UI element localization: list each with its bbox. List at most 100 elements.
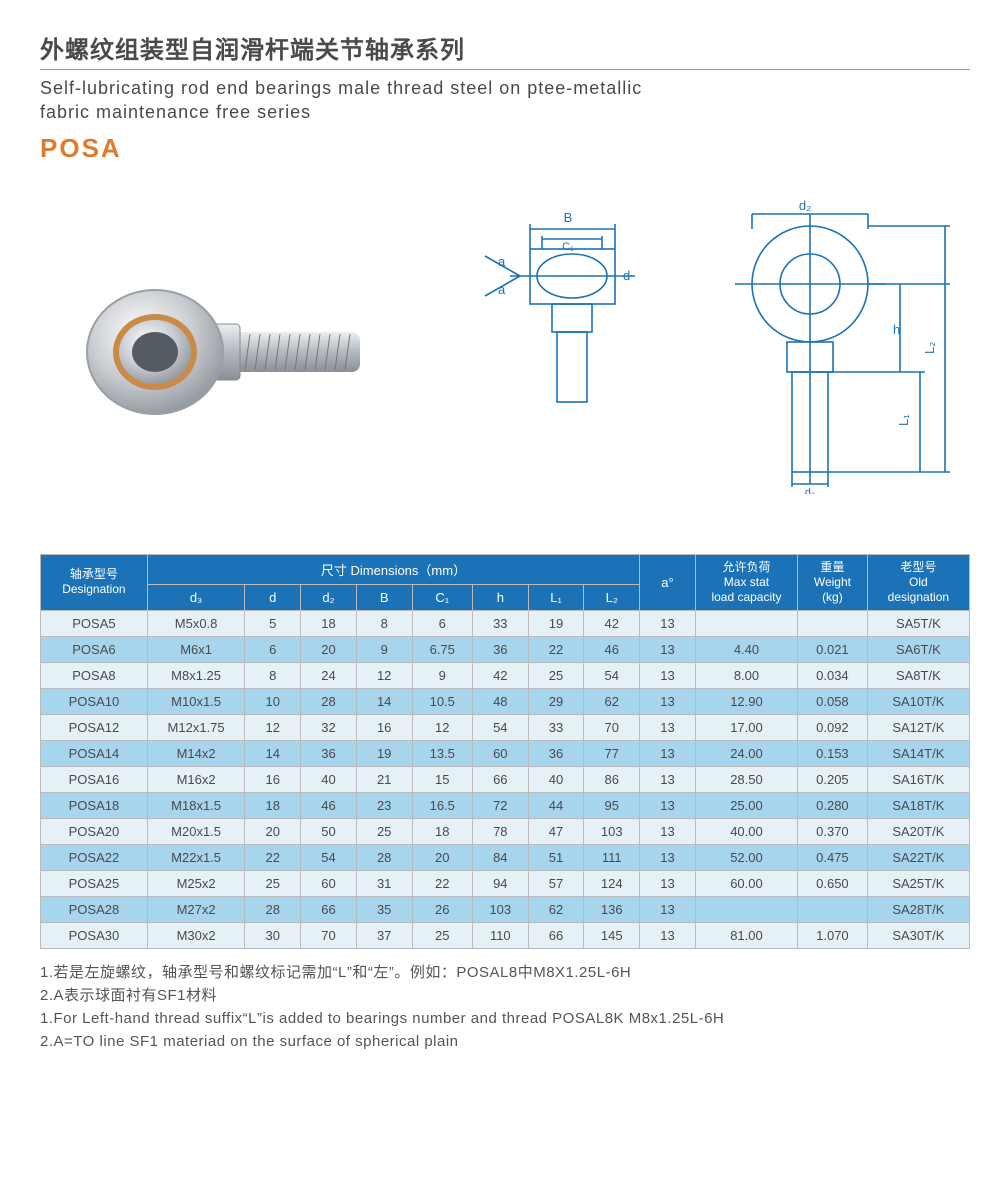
cell-old: SA28T/K bbox=[867, 896, 969, 922]
th-a: a° bbox=[640, 554, 696, 610]
cell-d2: 20 bbox=[301, 636, 357, 662]
cell-C1: 12 bbox=[412, 714, 472, 740]
th-d: d bbox=[245, 584, 301, 610]
th-weight-en: Weight bbox=[802, 575, 863, 590]
cell-d2: 54 bbox=[301, 844, 357, 870]
diagram-label-B: B bbox=[564, 210, 573, 225]
cell-C1: 6 bbox=[412, 610, 472, 636]
cell-old: SA14T/K bbox=[867, 740, 969, 766]
cell-a: 13 bbox=[640, 896, 696, 922]
cell-C1: 16.5 bbox=[412, 792, 472, 818]
diagram-label-d2: d₂ bbox=[799, 198, 811, 213]
cell-d2: 18 bbox=[301, 610, 357, 636]
cell-B: 23 bbox=[356, 792, 412, 818]
cell-B: 25 bbox=[356, 818, 412, 844]
cell-a: 13 bbox=[640, 714, 696, 740]
cell-L1: 51 bbox=[528, 844, 584, 870]
th-d2: d₂ bbox=[301, 584, 357, 610]
cell-L2: 62 bbox=[584, 688, 640, 714]
cell-d3: M30x2 bbox=[147, 922, 245, 948]
cell-d2: 28 bbox=[301, 688, 357, 714]
cell-weight bbox=[798, 896, 868, 922]
cell-weight: 0.205 bbox=[798, 766, 868, 792]
dimensions-table: 轴承型号 Designation 尺寸 Dimensions（mm） a° 允许… bbox=[40, 554, 970, 949]
cell-C1: 20 bbox=[412, 844, 472, 870]
cell-L2: 54 bbox=[584, 662, 640, 688]
cell-designation: POSA22 bbox=[41, 844, 148, 870]
table-body: POSA5M5x0.85188633194213SA5T/KPOSA6M6x16… bbox=[41, 610, 970, 948]
cell-maxstat: 28.50 bbox=[695, 766, 797, 792]
cell-weight: 0.280 bbox=[798, 792, 868, 818]
cell-maxstat: 24.00 bbox=[695, 740, 797, 766]
diagram-label-L2: L₂ bbox=[922, 341, 937, 353]
cell-d3: M14x2 bbox=[147, 740, 245, 766]
cell-d3: M12x1.75 bbox=[147, 714, 245, 740]
cell-a: 13 bbox=[640, 818, 696, 844]
th-maxstat-cn: 允许负荷 bbox=[700, 560, 793, 575]
cell-d3: M25x2 bbox=[147, 870, 245, 896]
title-en-line2: fabric maintenance free series bbox=[40, 102, 311, 122]
cell-d3: M5x0.8 bbox=[147, 610, 245, 636]
diagram-label-a2: a bbox=[498, 282, 506, 297]
diagram-label-C1: C₁ bbox=[562, 241, 574, 253]
cell-B: 28 bbox=[356, 844, 412, 870]
cell-C1: 6.75 bbox=[412, 636, 472, 662]
cell-maxstat: 52.00 bbox=[695, 844, 797, 870]
cell-d3: M6x1 bbox=[147, 636, 245, 662]
cell-designation: POSA6 bbox=[41, 636, 148, 662]
cell-h: 78 bbox=[472, 818, 528, 844]
cell-L1: 33 bbox=[528, 714, 584, 740]
cell-designation: POSA12 bbox=[41, 714, 148, 740]
cell-d2: 40 bbox=[301, 766, 357, 792]
cell-d3: M10x1.5 bbox=[147, 688, 245, 714]
cell-designation: POSA14 bbox=[41, 740, 148, 766]
table-row: POSA6M6x162096.75362246134.400.021SA6T/K bbox=[41, 636, 970, 662]
cell-d: 28 bbox=[245, 896, 301, 922]
cell-designation: POSA16 bbox=[41, 766, 148, 792]
cell-old: SA8T/K bbox=[867, 662, 969, 688]
cell-d2: 32 bbox=[301, 714, 357, 740]
cell-d2: 46 bbox=[301, 792, 357, 818]
cell-h: 33 bbox=[472, 610, 528, 636]
cell-old: SA30T/K bbox=[867, 922, 969, 948]
cell-weight: 0.153 bbox=[798, 740, 868, 766]
cell-a: 13 bbox=[640, 610, 696, 636]
th-d3: d₃ bbox=[147, 584, 245, 610]
cell-a: 13 bbox=[640, 870, 696, 896]
cell-h: 94 bbox=[472, 870, 528, 896]
cell-a: 13 bbox=[640, 844, 696, 870]
cell-L2: 145 bbox=[584, 922, 640, 948]
cell-weight: 0.475 bbox=[798, 844, 868, 870]
cell-B: 31 bbox=[356, 870, 412, 896]
cell-designation: POSA5 bbox=[41, 610, 148, 636]
diagram-label-a1: a bbox=[498, 254, 506, 269]
cell-L1: 40 bbox=[528, 766, 584, 792]
cell-d2: 50 bbox=[301, 818, 357, 844]
title-divider bbox=[40, 69, 970, 70]
table-row: POSA12M12x1.75123216125433701317.000.092… bbox=[41, 714, 970, 740]
cell-h: 110 bbox=[472, 922, 528, 948]
note-cn1: 1.若是左旋螺纹，轴承型号和螺纹标记需加“L”和“左”。例如：POSAL8中M8… bbox=[40, 961, 970, 984]
cell-designation: POSA30 bbox=[41, 922, 148, 948]
cell-B: 19 bbox=[356, 740, 412, 766]
table-row: POSA30M30x230703725110661451381.001.070S… bbox=[41, 922, 970, 948]
th-L1: L₁ bbox=[528, 584, 584, 610]
cell-L1: 44 bbox=[528, 792, 584, 818]
cell-old: SA16T/K bbox=[867, 766, 969, 792]
cell-maxstat: 4.40 bbox=[695, 636, 797, 662]
cell-L1: 29 bbox=[528, 688, 584, 714]
table-row: POSA18M18x1.518462316.57244951325.000.28… bbox=[41, 792, 970, 818]
title-en-line1: Self-lubricating rod end bearings male t… bbox=[40, 78, 642, 98]
cell-B: 37 bbox=[356, 922, 412, 948]
cell-B: 35 bbox=[356, 896, 412, 922]
note-en1: 1.For Left-hand thread suffix“L”is added… bbox=[40, 1007, 970, 1030]
cell-d: 22 bbox=[245, 844, 301, 870]
cell-a: 13 bbox=[640, 688, 696, 714]
cell-maxstat bbox=[695, 610, 797, 636]
cell-old: SA10T/K bbox=[867, 688, 969, 714]
th-designation-cn: 轴承型号 bbox=[45, 567, 143, 582]
table-row: POSA28M27x2286635261036213613SA28T/K bbox=[41, 896, 970, 922]
cell-L1: 19 bbox=[528, 610, 584, 636]
table-row: POSA14M14x214361913.56036771324.000.153S… bbox=[41, 740, 970, 766]
title-cn: 外螺纹组装型自润滑杆端关节轴承系列 bbox=[40, 30, 970, 65]
